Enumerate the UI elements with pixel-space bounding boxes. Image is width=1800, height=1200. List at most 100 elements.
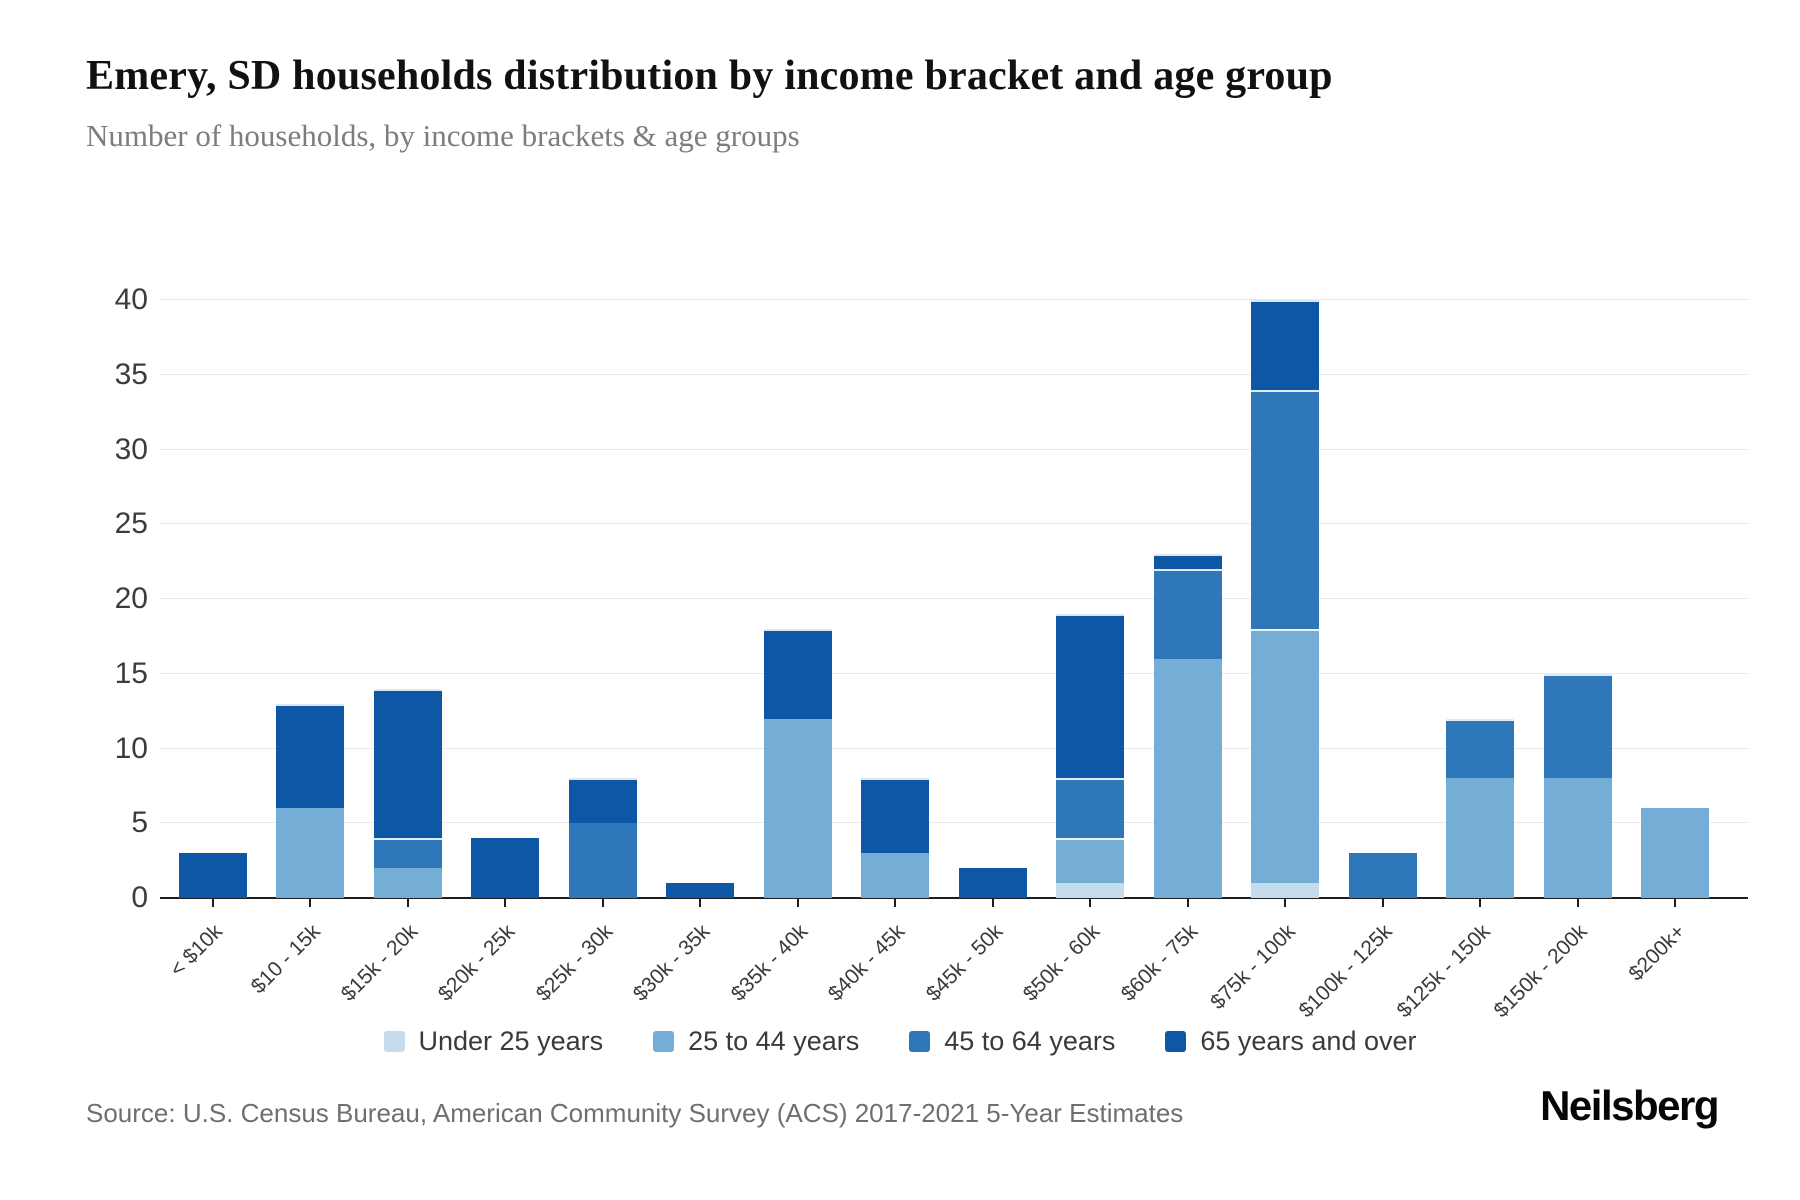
bar-segment[interactable]: [276, 808, 345, 898]
gridline-y20: [160, 598, 1748, 599]
x-tick-label: $200k+: [1624, 920, 1690, 986]
bar-segment[interactable]: [1056, 613, 1125, 779]
bar-segment[interactable]: [666, 883, 735, 898]
y-tick-label: 35: [114, 357, 148, 391]
bar-segment[interactable]: [1641, 808, 1710, 898]
gridline-y30: [160, 448, 1748, 450]
bar-segment[interactable]: [178, 853, 247, 898]
legend-item[interactable]: 25 to 44 years: [653, 1026, 859, 1057]
bar-segment[interactable]: [861, 778, 930, 854]
x-tick: [1381, 898, 1384, 907]
bar-segment[interactable]: [1446, 718, 1515, 779]
bar-segment[interactable]: [1153, 658, 1222, 898]
y-tick-label: 25: [114, 507, 148, 541]
bar-segment[interactable]: [568, 778, 637, 824]
legend-swatch: [909, 1031, 931, 1052]
bar-segment[interactable]: [1056, 883, 1125, 898]
bar-segment[interactable]: [1543, 673, 1612, 779]
bar-segment[interactable]: [861, 853, 930, 898]
x-tick: [894, 898, 897, 907]
gridline-y10: [160, 747, 1748, 749]
gridline-y15: [160, 672, 1748, 674]
plot-grid: [160, 299, 1748, 899]
bar-segment[interactable]: [1056, 778, 1125, 839]
y-tick-label: 0: [131, 881, 148, 914]
legend-label: 45 to 64 years: [944, 1026, 1116, 1056]
x-tick-label: $125k - 150k: [1392, 920, 1495, 1023]
x-tick: [1089, 898, 1092, 907]
x-tick: [1284, 898, 1287, 907]
legend-label: Under 25 years: [418, 1026, 604, 1056]
gridline-y25: [160, 523, 1748, 525]
x-tick: [601, 898, 604, 907]
x-tick-label: $10 - 15k: [246, 920, 325, 999]
x-tick: [1576, 898, 1579, 907]
chart-subtitle: Number of households, by income brackets…: [86, 118, 800, 153]
legend-item[interactable]: 45 to 64 years: [909, 1026, 1115, 1057]
bar-segment[interactable]: [1153, 554, 1222, 570]
legend-item[interactable]: Under 25 years: [383, 1026, 604, 1057]
legend-label: 65 years and over: [1200, 1026, 1417, 1056]
legend-swatch: [653, 1031, 675, 1052]
brand-logo: Neilsberg: [1540, 1082, 1719, 1129]
y-tick-label: 20: [114, 582, 148, 615]
bar-segment[interactable]: [373, 868, 442, 898]
x-tick-label: < $10k: [165, 920, 228, 982]
legend: Under 25 years 25 to 44 years 45 to 64 yea…: [0, 1026, 1800, 1057]
x-tick: [309, 898, 312, 907]
bar-segment[interactable]: [568, 823, 637, 898]
bar-segment[interactable]: [1543, 778, 1612, 898]
x-tick: [1479, 898, 1482, 907]
x-tick-label: $40k - 45k: [823, 920, 910, 1006]
y-tick-label: 5: [131, 806, 148, 840]
x-tick-label: $45k - 50k: [921, 920, 1008, 1006]
x-tick-label: $20k - 25k: [433, 920, 520, 1006]
chart-title: Emery, SD households distribution by inc…: [86, 53, 1333, 99]
legend-swatch: [1165, 1031, 1187, 1052]
x-tick-label: $60k - 75k: [1116, 920, 1203, 1006]
x-tick-label: $150k - 200k: [1489, 920, 1593, 1023]
bar-segment[interactable]: [471, 838, 540, 898]
bar-segment[interactable]: [1251, 300, 1320, 390]
bar-segment[interactable]: [373, 688, 442, 839]
x-tick-label: $30k - 35k: [628, 920, 715, 1006]
bar-segment[interactable]: [1153, 569, 1222, 659]
legend-label: 25 to 44 years: [688, 1026, 860, 1056]
bar-segment[interactable]: [958, 868, 1027, 898]
x-axis-line: [160, 897, 1748, 899]
bar-segment[interactable]: [763, 628, 832, 719]
x-tick: [211, 898, 214, 907]
x-tick: [699, 898, 702, 907]
x-tick: [991, 898, 994, 907]
bar-segment[interactable]: [1251, 883, 1320, 898]
x-tick-label: $25k - 30k: [531, 920, 618, 1006]
x-tick: [1674, 898, 1677, 907]
plot-area: < $10k $10 - 15k $15k - 20k $20k - 25k $25k …: [164, 300, 1724, 1022]
y-tick-label: 10: [114, 731, 148, 765]
y-tick-label: 30: [114, 432, 148, 466]
x-tick: [504, 898, 507, 907]
legend-swatch: [383, 1031, 405, 1052]
bar-segment[interactable]: [1446, 778, 1515, 898]
bar-segment[interactable]: [763, 718, 832, 898]
y-axis-labels: 0 5 10 15 20 25 30 35 40: [60, 285, 148, 913]
y-tick-label: 40: [114, 283, 148, 316]
bar-segment[interactable]: [1056, 838, 1125, 884]
x-tick-label: $15k - 20k: [336, 920, 423, 1006]
bar-segment[interactable]: [373, 838, 442, 869]
legend-item[interactable]: 65 years and over: [1165, 1026, 1417, 1057]
x-tick-label: $50k - 60k: [1018, 920, 1105, 1006]
y-tick-label: 15: [114, 656, 148, 690]
source-note: Source: U.S. Census Bureau, American Com…: [86, 1098, 1184, 1128]
bar-segment[interactable]: [1251, 389, 1320, 629]
gridline-y5: [160, 822, 1748, 824]
bar-segment[interactable]: [1348, 853, 1417, 898]
bar-segment[interactable]: [276, 703, 345, 809]
x-tick-label: $100k - 125k: [1294, 920, 1398, 1023]
bar-segment[interactable]: [1251, 628, 1320, 884]
x-tick: [406, 898, 409, 907]
x-tick: [796, 898, 799, 907]
gridline-y35: [160, 373, 1748, 375]
x-tick-label: $35k - 40k: [726, 920, 813, 1006]
